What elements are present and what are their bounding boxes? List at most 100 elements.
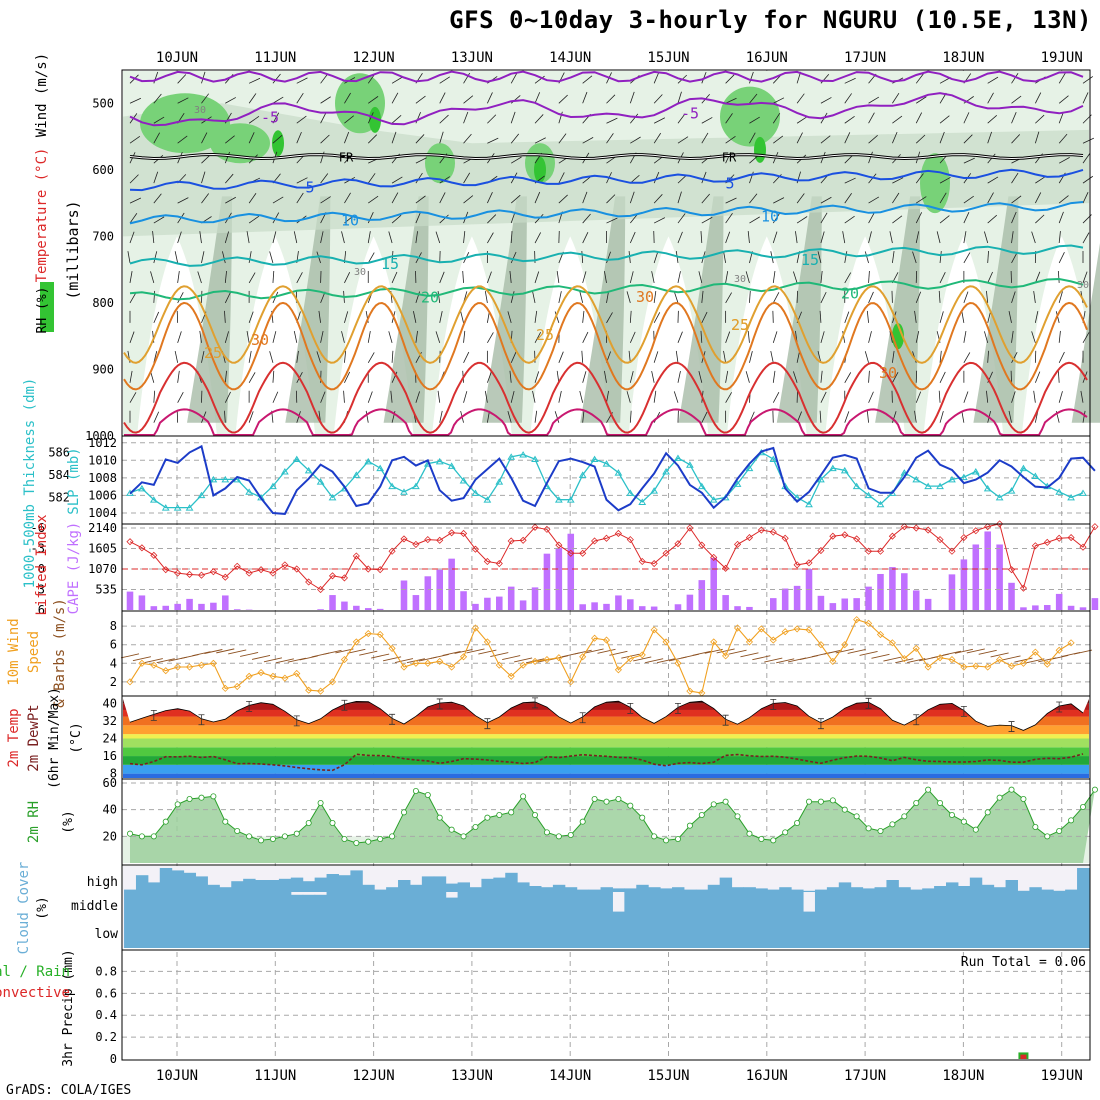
wind-speed-point (436, 657, 444, 665)
wind-barb (939, 131, 945, 144)
wind-barb (240, 652, 259, 657)
wind-barb (701, 311, 708, 324)
wind-barb (296, 411, 301, 423)
wind-barb (796, 116, 808, 124)
wind-barb (463, 351, 470, 363)
cloud-cover-bar (612, 888, 625, 892)
cloud-cover-bar (409, 920, 423, 948)
lifted-index-point (257, 566, 265, 574)
wind-barb (749, 71, 754, 84)
wind-barb (1082, 271, 1088, 284)
isotherm-label: 20 (841, 284, 859, 302)
thickness-point (709, 496, 718, 503)
cloud-cover-bar (171, 920, 185, 948)
cloud-cover-bar (934, 892, 947, 920)
lifted-index-point (602, 534, 611, 542)
wind-barb (272, 112, 280, 124)
rh-legend-swatch (40, 282, 54, 332)
cloud-cover-bar (993, 892, 1007, 920)
wind-barb (510, 351, 517, 363)
cloud-cover-bar (934, 886, 947, 892)
wind-barb (939, 371, 946, 383)
thickness-point (638, 498, 647, 505)
lifted-index-point (1019, 584, 1028, 592)
cloud-cover-bar (493, 892, 506, 920)
wind-barb (368, 96, 379, 104)
wind-barb (629, 231, 636, 244)
cape-bar (555, 547, 563, 610)
cloud-cover-bar (493, 877, 506, 892)
wind-barb (606, 251, 611, 264)
cape-bar (376, 608, 384, 610)
wind-speed-point (626, 655, 634, 663)
wind-barb (1082, 192, 1089, 204)
wind-barb (653, 290, 657, 303)
wind-barb (534, 410, 538, 423)
wind-barb (606, 194, 616, 204)
isotherm-label: 10 (341, 212, 359, 230)
cape-bar (901, 573, 908, 610)
wind-barb (819, 310, 822, 323)
cloud-cover-bar (1017, 892, 1030, 920)
wind-barb (701, 216, 713, 224)
wind-barb (129, 174, 139, 184)
lifted-index-point (328, 572, 337, 580)
wind-barb (415, 134, 425, 144)
chart-title: GFS 0~10day 3-hourly for NGURU (10.5E, 1… (449, 6, 1092, 34)
wind-barb (248, 272, 256, 284)
wind-barb (892, 371, 899, 383)
temperature-tick-label: 32 (103, 714, 117, 728)
rh2m-point (400, 809, 407, 816)
lifted-index-point (1067, 534, 1075, 542)
isotherm-line (129, 92, 1084, 127)
wind-barb (645, 658, 664, 664)
cape-tick-label: 1070 (88, 562, 117, 576)
rh2m-point (853, 813, 860, 820)
wind-barb (772, 112, 781, 124)
wind-barb (320, 173, 329, 184)
wind-barb (692, 650, 711, 656)
wind-barb (534, 114, 544, 124)
cloud-cover-bar (1041, 889, 1054, 892)
wind-barb (817, 251, 822, 264)
cloud-cover-bar (243, 920, 256, 948)
wind-barb (653, 72, 660, 84)
wind-barb (677, 231, 683, 244)
lifted-index-point (924, 526, 932, 534)
wind-barb (197, 271, 202, 284)
lifted-index-point (698, 541, 706, 549)
wind-barb (439, 92, 446, 104)
lifted-index-point (400, 535, 408, 543)
wind-barb (177, 135, 188, 144)
temperature-tick-label: 24 (103, 732, 117, 746)
wind-barb (224, 291, 231, 304)
wind-barb (868, 370, 870, 383)
lifted-index-point (984, 523, 992, 531)
wind-speed-point (710, 638, 718, 646)
wind-barb (1035, 176, 1046, 184)
wind-barb (864, 251, 869, 264)
cloud-cover-bar (1077, 868, 1090, 892)
temperature-band (123, 716, 1089, 726)
wind-barb (752, 655, 771, 661)
wind-barb (725, 392, 732, 403)
cape-bar (984, 531, 991, 610)
cloud-cover-bar (1041, 892, 1054, 920)
lifted-index-point (507, 537, 515, 545)
cape-bar (448, 558, 455, 610)
wind-speed-point (317, 687, 325, 695)
cape-bar (138, 595, 146, 610)
wind10m-speed-axis-label: Speed (26, 631, 42, 673)
wind-barb (201, 251, 205, 264)
temp2m-axis-label: 2m Temp (6, 708, 22, 767)
wind-speed-point (197, 661, 206, 669)
cloud-cover-bar (660, 888, 673, 892)
wind-barb (293, 331, 298, 343)
wind-barb (439, 76, 451, 84)
pressure-tick-label: 800 (92, 296, 114, 310)
cloud-cover-bar (540, 887, 554, 892)
thickness-point (590, 455, 599, 463)
wind-barb (1082, 76, 1094, 84)
cloud-cover-bar (910, 889, 923, 892)
lifted-index-point (638, 557, 646, 566)
